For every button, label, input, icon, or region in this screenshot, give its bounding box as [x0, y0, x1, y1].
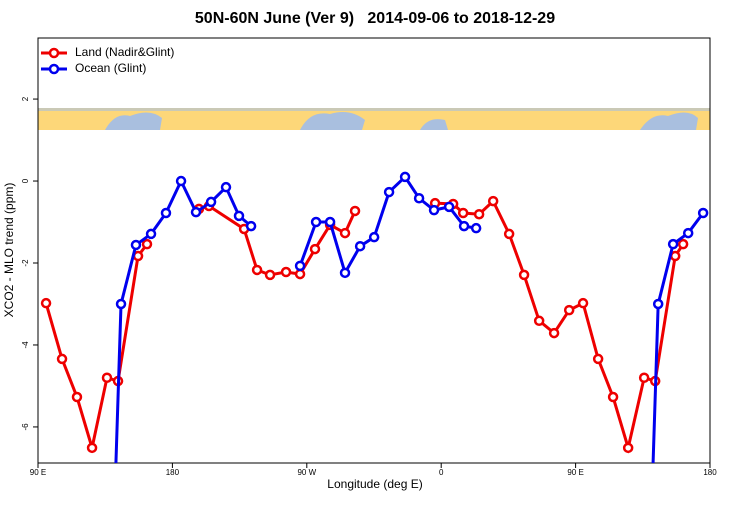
point: [487, 195, 499, 207]
series-line: [435, 198, 685, 454]
point: [145, 228, 157, 240]
point: [339, 227, 351, 239]
point: [652, 298, 664, 310]
point: [339, 267, 351, 279]
point: [622, 442, 634, 454]
point: [175, 175, 187, 187]
x-tick-label: 180: [166, 468, 180, 477]
x-tick-label: 0: [439, 468, 444, 477]
y-tick-label: -2: [21, 259, 30, 267]
plot-area: [40, 171, 709, 480]
point: [190, 206, 202, 218]
series-line: [114, 177, 253, 463]
point: [443, 201, 455, 213]
point: [518, 269, 530, 281]
y-tick-label: 0: [21, 178, 30, 183]
point: [354, 240, 366, 252]
point: [677, 238, 689, 250]
point: [280, 266, 292, 278]
series-line: [44, 243, 149, 449]
y-tick-label: 2: [21, 96, 30, 101]
point: [112, 472, 120, 480]
point: [141, 238, 153, 250]
x-tick-label: 180: [703, 468, 717, 477]
point: [607, 391, 619, 403]
point: [457, 207, 469, 219]
point: [251, 264, 263, 276]
point: [71, 391, 83, 403]
legend-marker: [48, 63, 60, 75]
point: [205, 196, 217, 208]
point: [309, 243, 321, 255]
point: [56, 353, 68, 365]
point: [349, 205, 361, 217]
point: [101, 372, 113, 384]
point: [40, 297, 52, 309]
point: [638, 372, 650, 384]
point: [245, 220, 257, 232]
series-line: [198, 204, 357, 277]
point: [503, 228, 515, 240]
legend-label: Land (Nadir&Glint): [75, 45, 174, 59]
point: [368, 231, 380, 243]
point: [115, 298, 127, 310]
legend-marker: [48, 47, 60, 59]
point: [470, 222, 482, 234]
point: [233, 210, 245, 222]
point: [383, 186, 395, 198]
point: [310, 216, 322, 228]
point: [667, 238, 679, 250]
legend-label: Ocean (Glint): [75, 61, 146, 75]
point: [563, 304, 575, 316]
point: [533, 315, 545, 327]
point: [294, 268, 306, 280]
point: [669, 250, 681, 262]
y-tick-label: -6: [21, 423, 30, 431]
point: [413, 192, 425, 204]
point: [682, 227, 694, 239]
x-tick-label: 90 E: [567, 468, 583, 477]
y-axis-label: XCO2 - MLO trend (ppm): [2, 183, 16, 318]
point: [577, 297, 589, 309]
map-strip: [38, 108, 710, 130]
x-tick-label: 90 E: [30, 468, 46, 477]
point: [458, 220, 470, 232]
point: [294, 260, 306, 272]
point: [160, 207, 172, 219]
x-axis-label: Longitude (deg E): [327, 477, 422, 491]
point: [428, 204, 440, 216]
point: [473, 208, 485, 220]
point: [697, 207, 709, 219]
point: [264, 269, 276, 281]
point: [86, 442, 98, 454]
point: [220, 181, 232, 193]
point: [548, 327, 560, 339]
x-tick-label: 90 W: [297, 468, 316, 477]
y-tick-label: -4: [21, 341, 30, 349]
point: [592, 353, 604, 365]
plot-frame: [37, 37, 711, 464]
point: [649, 472, 657, 480]
point: [399, 171, 411, 183]
point: [130, 239, 142, 251]
chart-title: 50N-60N June (Ver 9) 2014-09-06 to 2018-…: [195, 10, 555, 27]
point: [324, 216, 336, 228]
